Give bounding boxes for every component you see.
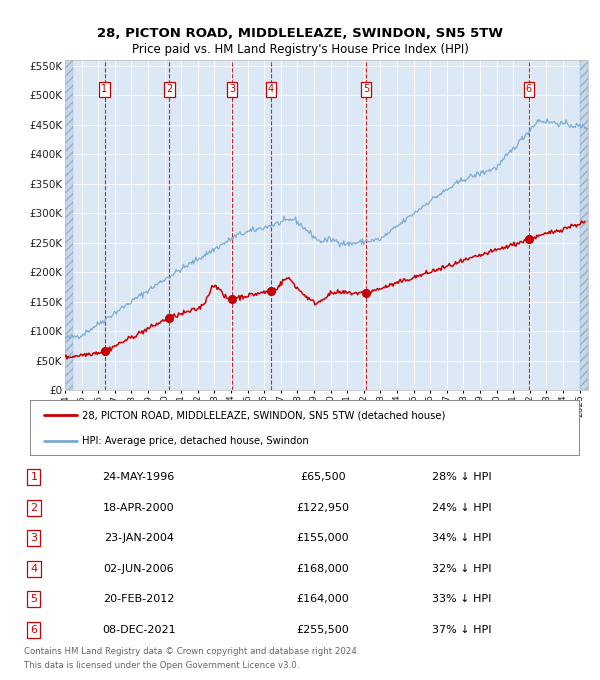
Text: 32% ↓ HPI: 32% ↓ HPI [433, 564, 492, 574]
Text: 3: 3 [31, 533, 37, 543]
Text: 1: 1 [31, 472, 37, 482]
Text: 33% ↓ HPI: 33% ↓ HPI [433, 594, 492, 605]
Text: 28, PICTON ROAD, MIDDLELEAZE, SWINDON, SN5 5TW: 28, PICTON ROAD, MIDDLELEAZE, SWINDON, S… [97, 27, 503, 40]
Text: 37% ↓ HPI: 37% ↓ HPI [433, 625, 492, 634]
Text: HPI: Average price, detached house, Swindon: HPI: Average price, detached house, Swin… [82, 437, 309, 446]
Text: 24% ↓ HPI: 24% ↓ HPI [433, 503, 492, 513]
Text: £65,500: £65,500 [300, 472, 346, 482]
Text: £122,950: £122,950 [296, 503, 350, 513]
Text: 4: 4 [268, 84, 274, 95]
Bar [65, 60, 73, 390]
Text: 08-DEC-2021: 08-DEC-2021 [102, 625, 176, 634]
Text: 28, PICTON ROAD, MIDDLELEAZE, SWINDON, SN5 5TW (detached house): 28, PICTON ROAD, MIDDLELEAZE, SWINDON, S… [82, 411, 446, 420]
Text: 2: 2 [31, 503, 37, 513]
Text: 6: 6 [526, 84, 532, 95]
Text: 24-MAY-1996: 24-MAY-1996 [103, 472, 175, 482]
Text: 20-FEB-2012: 20-FEB-2012 [103, 594, 175, 605]
Text: £155,000: £155,000 [297, 533, 349, 543]
Text: Price paid vs. HM Land Registry's House Price Index (HPI): Price paid vs. HM Land Registry's House … [131, 43, 469, 56]
Text: 23-JAN-2004: 23-JAN-2004 [104, 533, 174, 543]
Text: 5: 5 [31, 594, 37, 605]
Text: 02-JUN-2006: 02-JUN-2006 [103, 564, 174, 574]
Text: 1: 1 [101, 84, 107, 95]
Text: 5: 5 [363, 84, 369, 95]
Text: 6: 6 [31, 625, 37, 634]
Text: This data is licensed under the Open Government Licence v3.0.: This data is licensed under the Open Gov… [24, 661, 299, 670]
Text: 34% ↓ HPI: 34% ↓ HPI [433, 533, 492, 543]
Text: 28% ↓ HPI: 28% ↓ HPI [433, 472, 492, 482]
Text: Contains HM Land Registry data © Crown copyright and database right 2024.: Contains HM Land Registry data © Crown c… [24, 647, 359, 656]
Text: £255,500: £255,500 [296, 625, 349, 634]
Bar [580, 60, 588, 390]
Text: £164,000: £164,000 [296, 594, 349, 605]
Text: £168,000: £168,000 [296, 564, 349, 574]
Text: 4: 4 [31, 564, 37, 574]
Text: 18-APR-2000: 18-APR-2000 [103, 503, 175, 513]
Text: 2: 2 [166, 84, 173, 95]
Text: 3: 3 [229, 84, 235, 95]
